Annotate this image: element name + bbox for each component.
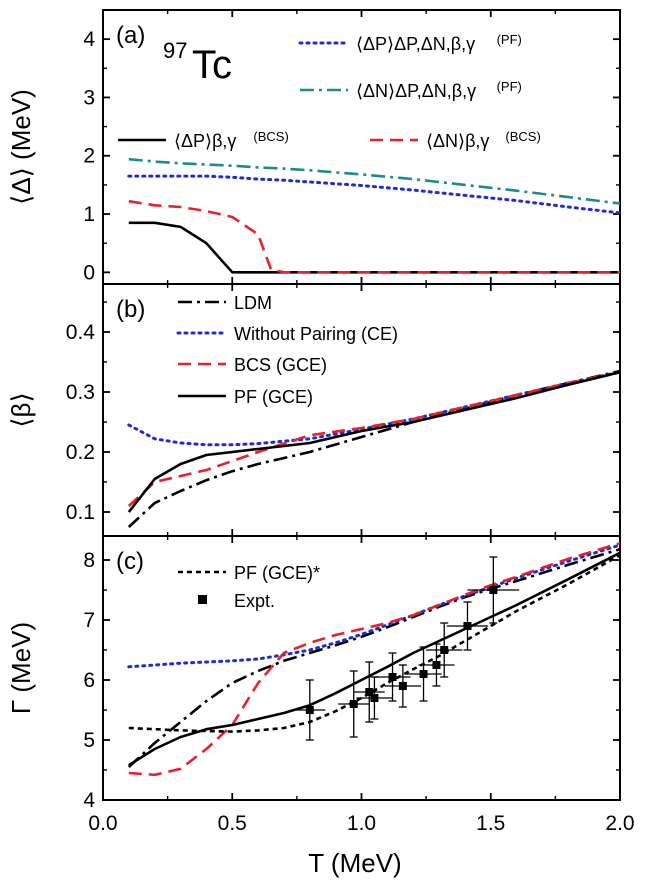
legend-a-dp-pf-sub: (PF)	[497, 32, 522, 47]
legend-a-dp-pf-text: ⟨ΔP⟩ΔP,ΔN,β,γ	[356, 34, 475, 54]
expt-point	[432, 661, 441, 669]
panel-1-series-ldm	[127, 369, 621, 528]
panel-2-ytick-label: 8	[83, 549, 95, 572]
expt-point	[349, 700, 358, 708]
legend-a-dp-bcs-text: ⟨ΔP⟩β,γ	[174, 131, 236, 151]
expt-point	[370, 694, 379, 702]
panel-1-label: (b)	[116, 296, 145, 323]
legend-a-dp-bcs-sub: (BCS)	[253, 129, 288, 144]
expt-point	[419, 670, 428, 678]
panel-0-series-dp_pf	[127, 174, 622, 215]
x-tick-label: 1.0	[347, 812, 376, 835]
isotope-mass: 97	[163, 38, 187, 63]
panel-2-ytick-label: 5	[83, 729, 95, 752]
legend-c-pfstar-text: PF (GCE)*	[234, 563, 320, 583]
panel-0-series-dn_pf	[128, 157, 621, 205]
x-axis-label: T (MeV)	[308, 848, 401, 878]
panel-0-ytick-label: 0	[83, 261, 95, 284]
legend-a-dn-pf-sub: (PF)	[497, 79, 522, 94]
legend-a-dp-pf: ⟨ΔP⟩ΔP,ΔN,β,γ (PF)	[298, 32, 522, 54]
panel-0-ytick-label: 1	[83, 203, 95, 226]
legend-a-dn-bcs-text: ⟨ΔN⟩β,γ	[426, 131, 489, 151]
panel-0-series-dp_bcs	[128, 221, 620, 274]
legend-b-pf: PF (GCE)	[178, 387, 313, 407]
panel-1-ytick-label: 0.3	[66, 381, 95, 404]
legend-a-dn-pf-text: ⟨ΔN⟩ΔP,ΔN,β,γ	[356, 81, 476, 101]
legend-c-pfstar: PF (GCE)*	[178, 563, 320, 583]
expt-point	[440, 646, 449, 654]
panel-2-series-ldm	[127, 547, 621, 768]
legend-b-noPair: Without Pairing (CE)	[176, 324, 398, 344]
panel-2-frame	[102, 535, 621, 801]
series-layer	[127, 157, 622, 777]
legend-b-bcs: BCS (GCE)	[178, 355, 327, 375]
expt-point	[463, 622, 472, 630]
panel-2-series-pf	[128, 551, 621, 767]
panel-2-ytick-label: 4	[83, 789, 95, 812]
panel-1-ytick-label: 0.2	[66, 441, 95, 464]
x-tick-label: 0.5	[218, 812, 247, 835]
panel-1-series-pf	[127, 370, 621, 513]
expt-point	[489, 586, 498, 594]
legend-c-expt-marker	[198, 595, 207, 604]
legend-c-expt-text: Expt.	[234, 591, 275, 611]
legend-b-bcs-text: BCS (GCE)	[234, 355, 327, 375]
label-layer: 0 1 2 3 4 ⟨Δ⟩ (MeV) (a) 0.1 0.2 0.3 0.4 ⟨β⟩ (b) 4 5 6 7 8…	[6, 22, 635, 835]
legend-a-dn-pf: ⟨ΔN⟩ΔP,ΔN,β,γ (PF)	[300, 79, 522, 101]
legend-a-dn-bcs: ⟨ΔN⟩β,γ (BCS)	[370, 129, 541, 151]
expt-point	[305, 706, 314, 714]
x-tick-label: 1.5	[476, 812, 505, 835]
expt-point	[398, 682, 407, 690]
expt-point	[388, 673, 397, 681]
panel-0-ytick-label: 4	[83, 28, 95, 51]
panel-0-series-dn_bcs	[128, 199, 620, 274]
panel-2-series-noPair	[127, 543, 622, 669]
panel-0-ytick-label: 3	[83, 86, 95, 109]
panel-0-ytick-label: 2	[83, 145, 95, 168]
panel-1-ytick-label: 0.4	[66, 321, 96, 344]
legend-a-dn-bcs-sub: (BCS)	[505, 129, 540, 144]
panel-2-ytick-label: 6	[83, 669, 95, 692]
panel-2-series-bcs	[128, 541, 621, 777]
panel-1-ylabel: ⟨β⟩	[6, 392, 36, 427]
legend-b-noPair-text: Without Pairing (CE)	[234, 324, 398, 344]
legend-a-dp-bcs: ⟨ΔP⟩β,γ (BCS)	[118, 129, 289, 151]
panel-0-ylabel: ⟨Δ⟩ (MeV)	[6, 89, 36, 205]
legend-b-pf-text: PF (GCE)	[234, 387, 313, 407]
isotope-symbol: Tc	[192, 43, 232, 87]
legend-c-expt: Expt.	[198, 591, 275, 611]
axes-layer	[102, 9, 621, 801]
panel-1-ytick-label: 0.1	[66, 501, 95, 524]
panel-2-ylabel: Γ (MeV)	[6, 622, 36, 714]
x-tick-label: 0.0	[88, 812, 117, 835]
panel-0-label: (a)	[116, 22, 145, 49]
panel-1-series-bcs	[127, 370, 621, 507]
panel-2-ytick-label: 7	[83, 609, 95, 632]
expt-point	[365, 688, 374, 696]
legend-b-ldm-text: LDM	[234, 293, 272, 313]
panel-1-frame	[102, 283, 621, 537]
panel-2-label: (c)	[116, 548, 144, 575]
panel-1-series-noPair	[127, 370, 622, 447]
legend-b-ldm: LDM	[178, 293, 272, 313]
x-tick-label: 2.0	[605, 812, 634, 835]
